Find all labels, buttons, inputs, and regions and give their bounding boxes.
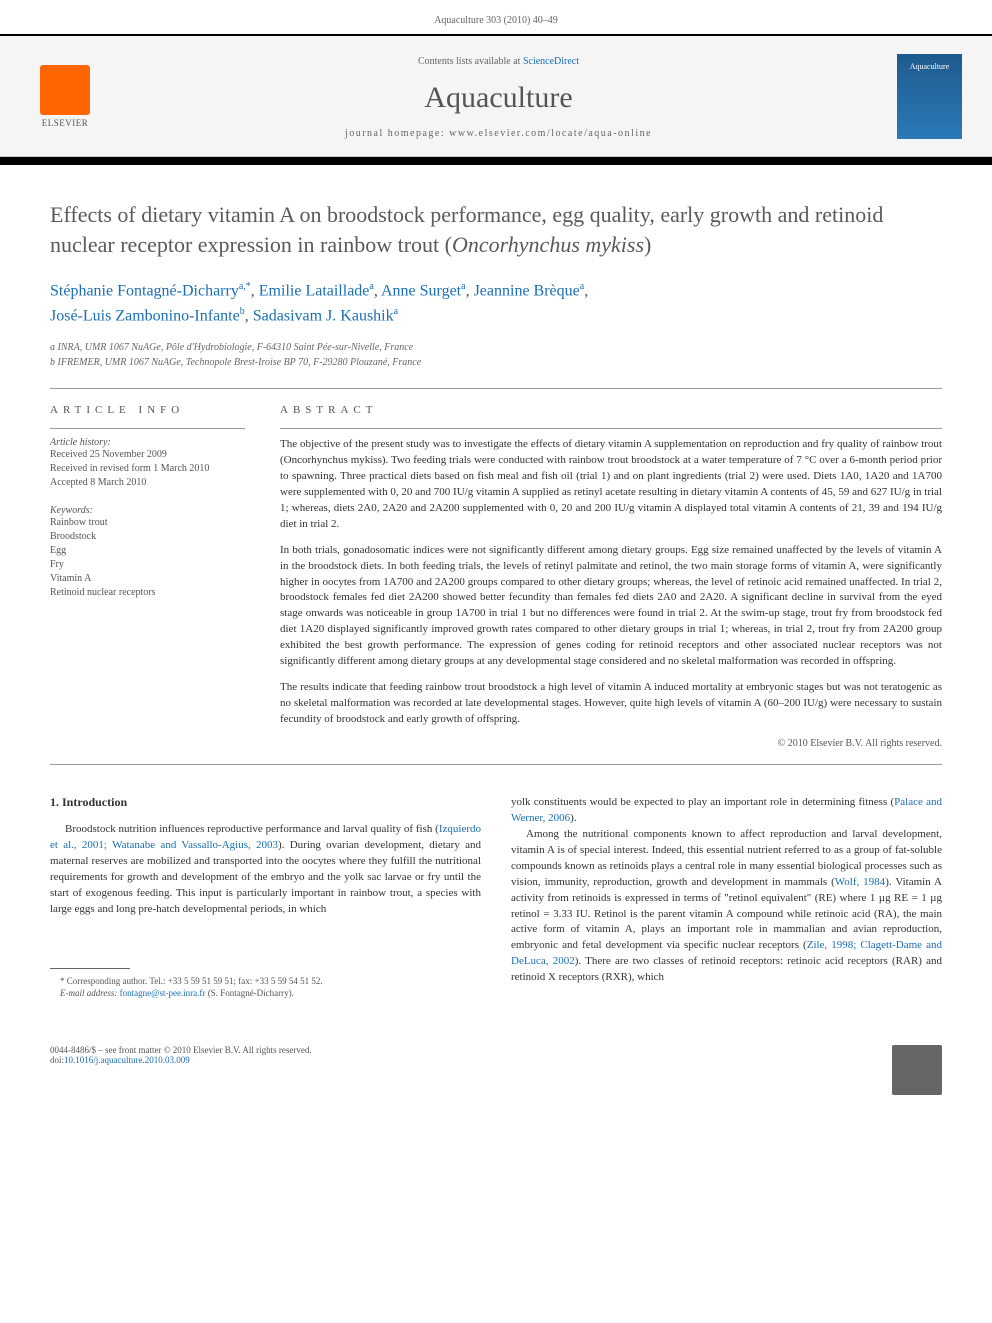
keyword: Egg	[50, 544, 245, 558]
contents-prefix: Contents lists available at	[418, 56, 523, 67]
text: Broodstock nutrition influences reproduc…	[65, 823, 439, 835]
intro-p1: Broodstock nutrition influences reproduc…	[50, 822, 481, 918]
intro-heading: 1. Introduction	[50, 795, 481, 810]
email-label: E-mail address:	[60, 988, 120, 998]
sciencedirect-link[interactable]: ScienceDirect	[523, 56, 579, 67]
citation-link[interactable]: Wolf, 1984	[835, 876, 885, 888]
article-info-heading: ARTICLE INFO	[50, 404, 245, 416]
divider	[50, 388, 942, 389]
doi-prefix: doi:	[50, 1055, 64, 1065]
elsevier-tree-icon	[40, 65, 90, 115]
author-3-sup: a	[461, 281, 465, 292]
info-abstract-row: ARTICLE INFO Article history: Received 2…	[50, 404, 942, 749]
history-label: Article history:	[50, 437, 245, 448]
author-1[interactable]: Stéphanie Fontagné-Dicharry	[50, 283, 239, 300]
intro-p2: Among the nutritional components known t…	[511, 827, 942, 986]
elsevier-logo: ELSEVIER	[30, 59, 100, 134]
cover-label: Aquaculture	[910, 62, 950, 71]
article-info-sidebar: ARTICLE INFO Article history: Received 2…	[50, 404, 245, 749]
keyword: Vitamin A	[50, 572, 245, 586]
footnote-divider	[50, 968, 130, 969]
author-5-sup: b	[240, 306, 245, 317]
divider	[280, 428, 942, 429]
keyword: Retinoid nuclear receptors	[50, 586, 245, 600]
affiliation-b: b IFREMER, UMR 1067 NuAGe, Technopole Br…	[50, 355, 942, 370]
divider	[50, 764, 942, 765]
author-6[interactable]: Sadasivam J. Kaushik	[253, 307, 394, 324]
author-4-sup: a	[580, 281, 584, 292]
text: ).	[570, 812, 576, 824]
title-species: Oncorhynchus mykiss	[452, 232, 644, 257]
corresponding-star: *	[246, 281, 251, 292]
abstract-p2: In both trials, gonadosomatic indices we…	[280, 543, 942, 671]
author-1-sup: a,	[239, 281, 246, 292]
right-column: yolk constituents would be expected to p…	[511, 795, 942, 1000]
black-divider-bar	[0, 157, 992, 165]
elsevier-label: ELSEVIER	[42, 118, 89, 128]
author-2-sup: a	[369, 281, 373, 292]
divider	[50, 428, 245, 429]
keyword: Fry	[50, 558, 245, 572]
left-column: 1. Introduction Broodstock nutrition inf…	[50, 795, 481, 1000]
abstract-block: ABSTRACT The objective of the present st…	[280, 404, 942, 749]
email-suffix: (S. Fontagné-Dicharry).	[205, 988, 293, 998]
corresponding-footnote: * Corresponding author. Tel.: +33 5 59 5…	[50, 975, 481, 988]
journal-header-bar: ELSEVIER Contents lists available at Sci…	[0, 34, 992, 157]
abstract-copyright: © 2010 Elsevier B.V. All rights reserved…	[280, 738, 942, 749]
abstract-heading: ABSTRACT	[280, 404, 942, 416]
email-footnote: E-mail address: fontagne@st-pee.inra.fr …	[50, 987, 481, 1000]
elsevier-footer-icon	[892, 1045, 942, 1095]
homepage-url[interactable]: www.elsevier.com/locate/aqua-online	[449, 128, 652, 139]
text: ). There are two classes of retinoid rec…	[511, 955, 942, 983]
footer-copyright: 0044-8486/$ – see front matter © 2010 El…	[50, 1045, 312, 1055]
abstract-p1: The objective of the present study was t…	[280, 437, 942, 533]
affiliations: a INRA, UMR 1067 NuAGe, Pôle d'Hydrobiol…	[50, 340, 942, 370]
intro-p1-cont: yolk constituents would be expected to p…	[511, 795, 942, 827]
author-3[interactable]: Anne Surget	[381, 283, 461, 300]
abstract-p3: The results indicate that feeding rainbo…	[280, 680, 942, 728]
journal-name: Aquaculture	[100, 81, 897, 115]
author-4[interactable]: Jeannine Brèque	[474, 283, 580, 300]
keyword: Rainbow trout	[50, 516, 245, 530]
journal-info-block: Contents lists available at ScienceDirec…	[100, 51, 897, 141]
history-accepted: Accepted 8 March 2010	[50, 476, 245, 490]
keyword: Broodstock	[50, 530, 245, 544]
footer-left: 0044-8486/$ – see front matter © 2010 El…	[50, 1045, 312, 1095]
history-revised: Received in revised form 1 March 2010	[50, 462, 245, 476]
authors-line: Stéphanie Fontagné-Dicharrya,*, Emilie L…	[50, 279, 942, 328]
email-link[interactable]: fontagne@st-pee.inra.fr	[120, 988, 206, 998]
affiliation-a: a INRA, UMR 1067 NuAGe, Pôle d'Hydrobiol…	[50, 340, 942, 355]
article-body: Effects of dietary vitamin A on broodsto…	[0, 165, 992, 1030]
doi-link[interactable]: 10.1016/j.aquaculture.2010.03.009	[64, 1055, 190, 1065]
author-5[interactable]: José-Luis Zambonino-Infante	[50, 307, 240, 324]
author-6-sup: a	[394, 306, 398, 317]
journal-cover-thumbnail: Aquaculture	[897, 54, 962, 139]
title-part2: )	[644, 232, 651, 257]
page-footer: 0044-8486/$ – see front matter © 2010 El…	[0, 1030, 992, 1120]
body-two-column: 1. Introduction Broodstock nutrition inf…	[50, 795, 942, 1000]
author-2[interactable]: Emilie Lataillade	[259, 283, 370, 300]
running-header: Aquaculture 303 (2010) 40–49	[0, 0, 992, 34]
text: yolk constituents would be expected to p…	[511, 796, 894, 808]
homepage-prefix: journal homepage:	[345, 128, 449, 139]
keywords-label: Keywords:	[50, 505, 245, 516]
history-received: Received 25 November 2009	[50, 448, 245, 462]
article-title: Effects of dietary vitamin A on broodsto…	[50, 200, 942, 259]
